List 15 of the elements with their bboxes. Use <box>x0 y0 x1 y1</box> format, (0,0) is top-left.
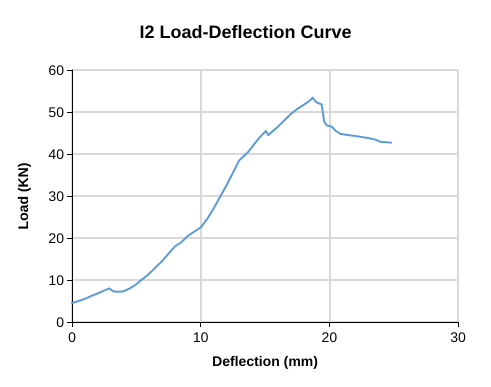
y-tick-label: 50 <box>48 104 64 120</box>
y-tick-label: 0 <box>56 314 64 330</box>
chart-title: I2 Load-Deflection Curve <box>139 22 352 42</box>
x-tick-label: 0 <box>68 329 76 345</box>
y-tick-label: 60 <box>48 62 64 78</box>
x-axis-title: Deflection (mm) <box>212 353 318 369</box>
y-axis-title: Load (KN) <box>15 162 31 230</box>
y-tick-label: 10 <box>48 272 64 288</box>
line-series <box>71 96 392 304</box>
x-tick-label: 10 <box>192 329 209 345</box>
x-tick-label: 30 <box>450 329 466 345</box>
y-tick-label: 30 <box>48 188 64 204</box>
x-tick-label: 20 <box>322 329 338 345</box>
y-tick-label: 20 <box>48 230 64 246</box>
y-tick-label: 40 <box>48 146 64 162</box>
